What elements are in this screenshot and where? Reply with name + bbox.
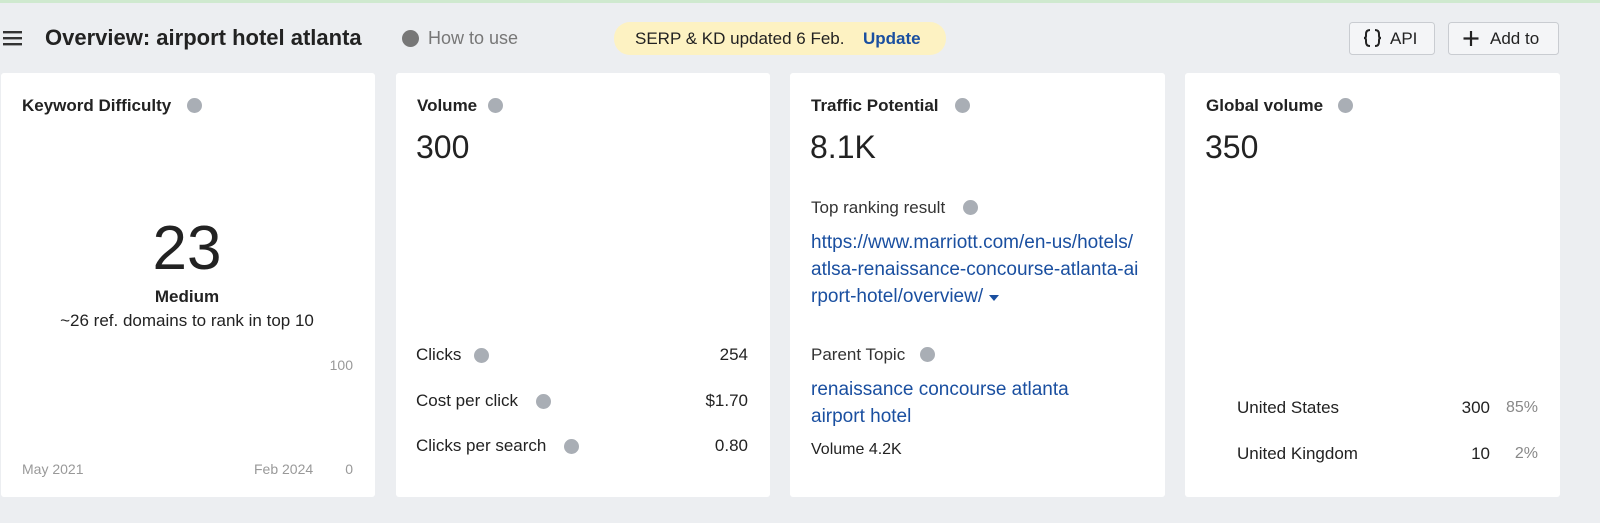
x-label: May 2021 (22, 461, 84, 477)
y-tick-label: 0 (345, 461, 353, 477)
help-icon[interactable] (488, 98, 503, 113)
global-value: 350 (1205, 129, 1259, 165)
y-tick-label: 100 (329, 357, 353, 373)
menu-icon[interactable] (3, 31, 22, 46)
help-icon[interactable] (955, 98, 970, 113)
card-title: Global volume (1206, 96, 1324, 115)
dropdown-icon[interactable] (989, 294, 1000, 302)
kd-subtitle: ~26 ref. domains to rank in top 10 (60, 311, 314, 330)
country-share: 85% (1505, 399, 1538, 416)
parent-volume: Volume 4.2K (811, 441, 902, 458)
kd-label: Medium (154, 287, 220, 306)
plus-icon (1463, 31, 1479, 46)
section-label: Parent Topic (811, 345, 906, 364)
help-icon[interactable] (920, 347, 935, 362)
add-button[interactable] (1448, 22, 1559, 55)
top-strip (0, 0, 1600, 3)
kd-value: 23 (152, 214, 222, 283)
help-icon[interactable] (187, 98, 202, 113)
help-icon[interactable] (402, 30, 419, 47)
add-label[interactable]: Add to (1490, 29, 1540, 48)
parent-topic-link[interactable]: renaissance concourse atlanta airport ho… (811, 379, 1069, 427)
notice-pill (614, 22, 946, 55)
metric-label: Clicks (416, 345, 462, 364)
global-card (1185, 73, 1560, 497)
country-name: United States (1237, 398, 1340, 417)
help-icon[interactable] (474, 348, 489, 363)
country-share: 2% (1514, 445, 1538, 462)
metric-label: Clicks per search (416, 436, 547, 455)
card-title: Volume (417, 96, 478, 115)
help-icon[interactable] (564, 439, 579, 454)
notice-text: SERP & KD updated 6 Feb. (635, 29, 845, 48)
update-link[interactable]: Update (863, 29, 921, 48)
metric-value: 254 (719, 345, 748, 364)
metric-value: $1.70 (705, 390, 748, 410)
metric-value: 0.80 (714, 436, 748, 455)
api-button[interactable] (1349, 22, 1435, 55)
country-volume: 300 (1461, 398, 1490, 417)
help-icon[interactable] (1338, 98, 1353, 113)
page-title: Overview: airport hotel atlanta (45, 25, 362, 50)
traffic-card (790, 73, 1165, 497)
metric-label: Cost per click (416, 390, 519, 410)
x-label: Feb 2024 (254, 461, 314, 477)
traffic-value: 8.1K (810, 129, 876, 165)
country-name: United Kingdom (1237, 444, 1358, 463)
card-title: Keyword Difficulty (22, 96, 172, 115)
api-icon (1363, 29, 1382, 47)
how-to-use[interactable]: How to use (428, 28, 519, 48)
card-title: Traffic Potential (811, 96, 939, 115)
country-volume: 10 (1471, 444, 1490, 463)
kd-card (1, 73, 375, 497)
top-result-link[interactable]: https://www.marriott.com/en-us/hotels/at… (811, 229, 1141, 310)
url[interactable]: https://www.marriott.com/en-us/hotels/at… (811, 232, 1139, 307)
volume-card (396, 73, 770, 497)
help-icon[interactable] (963, 200, 978, 215)
help-icon[interactable] (536, 393, 551, 409)
api-label[interactable]: API (1390, 29, 1418, 48)
volume-value: 300 (416, 129, 470, 165)
section-label: Top ranking result (811, 198, 946, 217)
